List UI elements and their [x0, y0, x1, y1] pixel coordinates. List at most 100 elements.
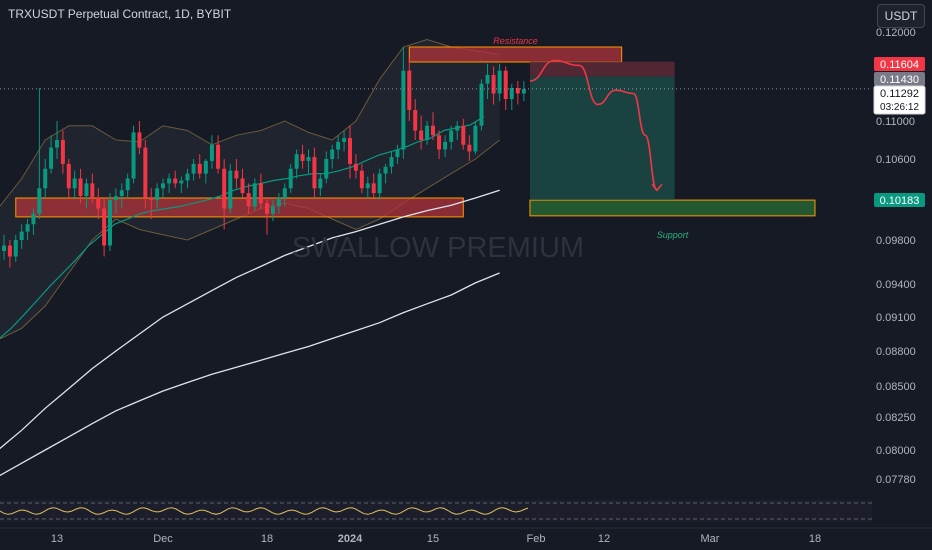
- candle: [521, 81, 526, 102]
- projection-arrowhead: [651, 183, 663, 192]
- candle: [96, 188, 101, 219]
- candle: [485, 63, 490, 99]
- candle: [252, 178, 257, 211]
- candle: [113, 188, 118, 214]
- stop-price-tag-bg: [874, 57, 925, 71]
- candle-body: [258, 183, 263, 204]
- candle: [197, 154, 202, 179]
- projection-path: [529, 59, 658, 191]
- candle: [43, 159, 48, 198]
- candle: [66, 159, 71, 198]
- bollinger-upper-line: [0, 38, 500, 207]
- watermark: SWALLOW PREMIUM: [292, 232, 584, 264]
- support-label: Support: [657, 230, 689, 240]
- currency-button[interactable]: USDT: [877, 4, 925, 28]
- bollinger-fill: [0, 39, 500, 339]
- candle-body: [467, 144, 472, 152]
- ma-200-line: [0, 189, 500, 450]
- candle-body: [131, 132, 136, 179]
- candle: [209, 135, 214, 169]
- candle-body: [31, 213, 36, 225]
- y-axis-tick: 0.07780: [876, 474, 916, 486]
- candle-body: [37, 188, 42, 214]
- candle: [306, 149, 311, 174]
- candle-body: [209, 144, 214, 161]
- candle-body: [197, 163, 202, 174]
- candle-body: [246, 193, 251, 207]
- candle-body: [365, 183, 370, 189]
- x-axis-tick: Feb: [527, 533, 546, 545]
- candle: [276, 193, 281, 214]
- candle-body: [108, 200, 112, 246]
- candle-body: [491, 75, 496, 94]
- current-price-tag: 0.11292: [880, 88, 919, 100]
- candle-body: [318, 178, 323, 189]
- candle-body: [348, 138, 352, 164]
- y-axis-tick: 0.12000: [876, 27, 916, 39]
- candle-body: [521, 89, 526, 94]
- candle-body: [149, 198, 154, 201]
- candle: [407, 58, 412, 121]
- y-axis-tick: 0.09400: [876, 279, 916, 291]
- candle: [419, 115, 424, 150]
- candle-body: [228, 170, 233, 209]
- candle-body: [509, 88, 514, 99]
- candle-body: [270, 206, 275, 214]
- stop-loss-area: [529, 61, 675, 77]
- y-axis-tick: 0.11000: [876, 116, 915, 128]
- candle: [13, 234, 18, 262]
- candle: [473, 121, 478, 155]
- x-axis-tick: 18: [809, 533, 821, 545]
- x-axis-tick: 18: [261, 533, 273, 545]
- candle-body: [185, 173, 190, 181]
- candle-body: [2, 245, 6, 251]
- candle: [149, 188, 154, 219]
- resistance-zone: [408, 46, 623, 63]
- candle-body: [25, 224, 30, 232]
- candle-body: [113, 196, 118, 201]
- candle: [294, 149, 299, 179]
- candle-body: [66, 163, 71, 189]
- candle-body: [167, 178, 172, 184]
- ma-150-line: [0, 272, 500, 477]
- candle-body: [389, 157, 394, 167]
- candle-body: [13, 240, 18, 257]
- candle: [377, 168, 382, 201]
- entry-price-tag-bg: [874, 72, 925, 86]
- candle-body: [419, 130, 424, 140]
- y-axis-tick: 0.09800: [876, 235, 916, 247]
- x-axis-tick: 2024: [338, 533, 363, 545]
- x-axis-tick: 15: [427, 533, 439, 545]
- resistance-label: Resistance: [493, 36, 538, 46]
- candle: [389, 151, 394, 174]
- current-price-tag-bg: [873, 85, 926, 115]
- candle: [318, 173, 323, 197]
- candle: [491, 66, 496, 105]
- candle-body: [413, 110, 418, 131]
- candle: [2, 234, 6, 260]
- candle: [437, 130, 442, 159]
- candle-body: [371, 183, 376, 194]
- candle-body: [265, 203, 269, 214]
- candle-body: [222, 168, 227, 209]
- candle-body: [49, 147, 54, 169]
- support-zone: [529, 199, 816, 217]
- candle-body: [90, 183, 95, 198]
- candle: [167, 173, 172, 194]
- candle-body: [479, 83, 484, 126]
- candle: [449, 125, 454, 150]
- candle: [185, 168, 190, 189]
- x-axis-tick: Dec: [153, 533, 173, 545]
- candle: [342, 130, 347, 152]
- candle-body: [173, 178, 178, 184]
- x-axis-background: [0, 528, 932, 550]
- candle: [125, 173, 130, 198]
- rsi-pane: [0, 500, 872, 522]
- candle-body: [497, 70, 502, 94]
- candle: [515, 81, 520, 105]
- y-axis-tick: 0.08000: [876, 445, 916, 457]
- candle: [155, 183, 160, 209]
- candle: [7, 240, 12, 268]
